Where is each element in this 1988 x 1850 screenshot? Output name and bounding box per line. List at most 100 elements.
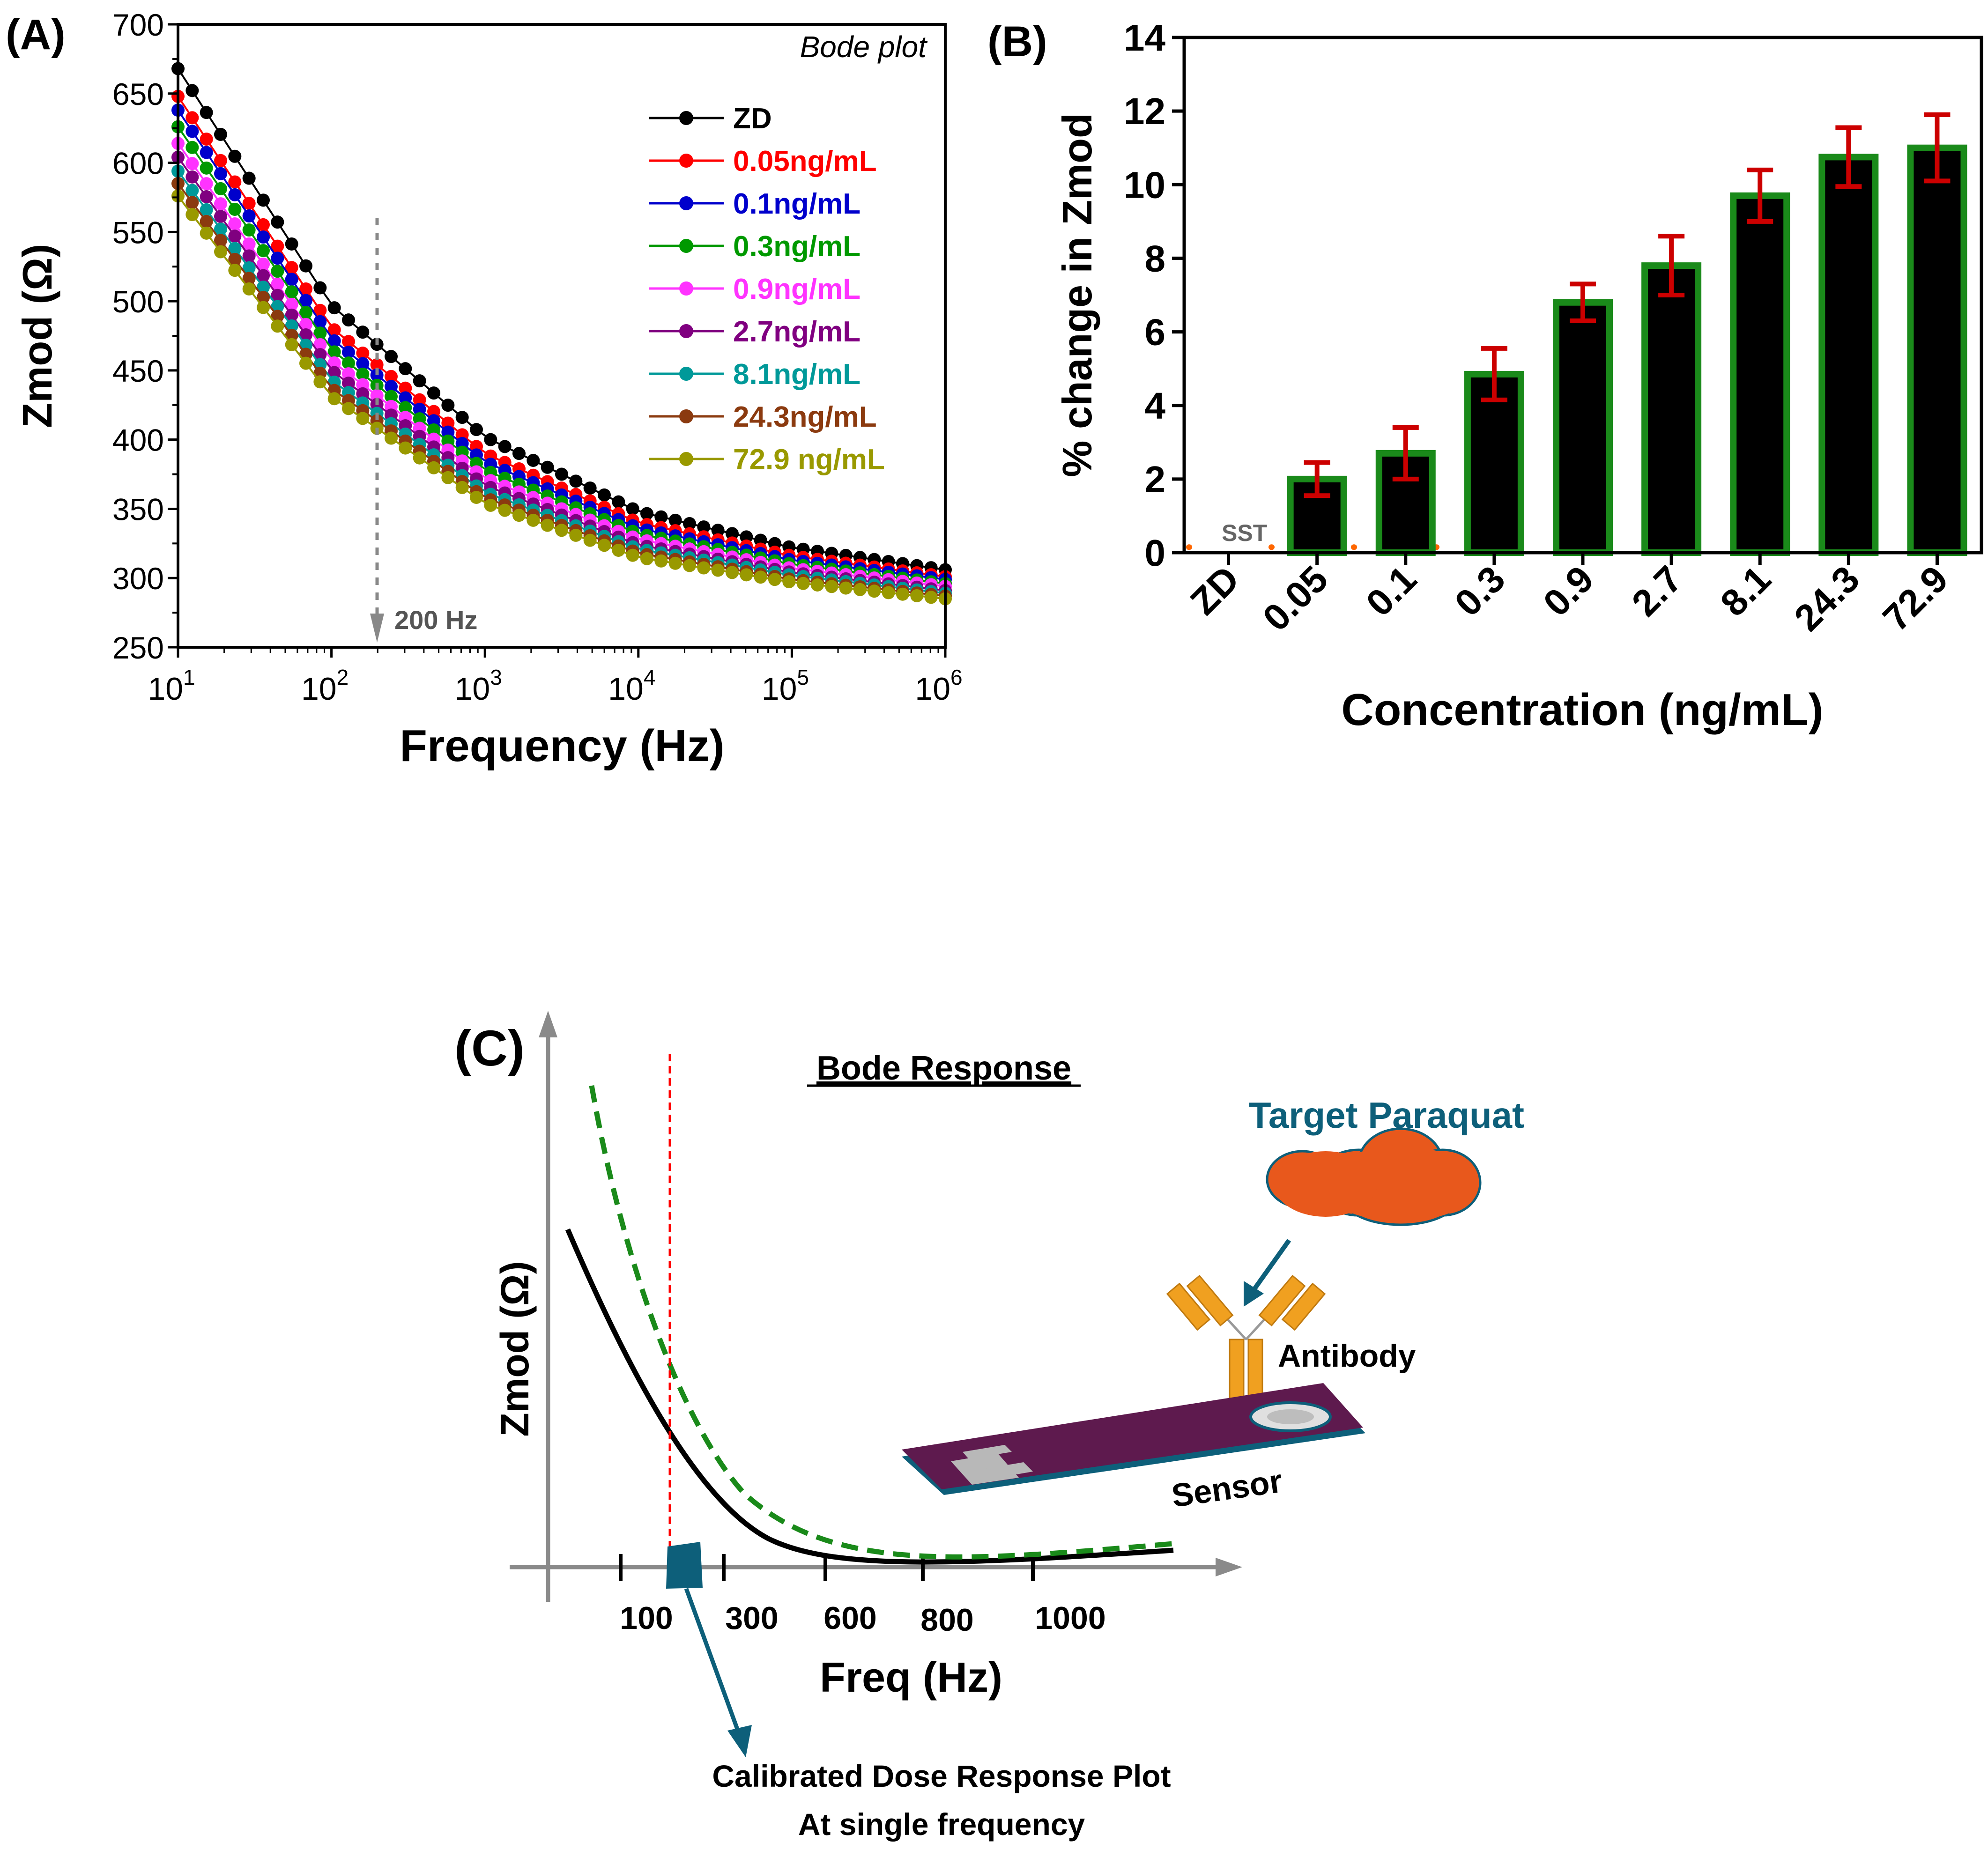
data-point [527, 513, 540, 527]
x-tick-label: 24.3 [1786, 558, 1867, 639]
legend-item: 8.1ng/mL [649, 358, 860, 391]
y-tick-label: 0 [1145, 532, 1166, 574]
data-point [271, 300, 284, 313]
data-point [427, 414, 440, 428]
selected-frequency-marker [666, 1542, 703, 1589]
legend-item: ZD [649, 103, 772, 135]
data-point [242, 261, 256, 274]
x-tick-label: 105 [762, 665, 809, 707]
data-point [313, 338, 327, 351]
y-tick-label: 400 [112, 423, 164, 458]
legend-item: 2.7ng/mL [649, 316, 860, 348]
data-point [257, 218, 270, 231]
callout-arrowhead [727, 1725, 752, 1757]
bar-8 [1907, 112, 1967, 556]
data-point [683, 559, 696, 572]
data-point [257, 281, 270, 294]
data-point [185, 196, 199, 209]
data-point [825, 580, 838, 593]
data-point [285, 297, 298, 311]
x-tick-exponent: 3 [490, 665, 502, 689]
legend-label: 2.7ng/mL [733, 316, 860, 348]
panel-b-label: (B) [987, 18, 1047, 66]
data-point [214, 245, 227, 259]
data-point [214, 182, 227, 195]
c-tick-label: 100 [620, 1600, 673, 1636]
data-point [285, 319, 298, 333]
bar [1641, 262, 1702, 556]
callout-line-2: At single frequency [798, 1807, 1085, 1842]
y-tick-label: 14 [1124, 17, 1165, 59]
x-tick-label: 101 [148, 665, 195, 707]
c-tick-label: 800 [920, 1602, 973, 1638]
legend-label: 24.3ng/mL [733, 401, 877, 433]
y-tick-label: 700 [112, 7, 164, 42]
x-tick-label: 0.05 [1255, 558, 1336, 639]
x-tick-base: 10 [915, 671, 950, 707]
x-axis-label: Frequency (Hz) [400, 721, 724, 771]
y-axis-label: % change in Zmod [1054, 113, 1100, 477]
bar-3 [1464, 346, 1524, 556]
data-point [370, 358, 384, 371]
x-tick-base: 10 [762, 671, 797, 707]
data-point [200, 226, 213, 240]
data-point [342, 346, 355, 359]
bode-plot-annotation: Bode plot [800, 30, 928, 64]
data-point [512, 447, 526, 460]
legend-item: 0.3ng/mL [649, 230, 860, 263]
data-point [299, 294, 312, 307]
data-point [697, 561, 711, 575]
x-axis: ZD 0.05 0.1 0.3 0.9 2.7 8.1 24.3 72.9 [1182, 553, 1956, 639]
data-point [413, 393, 426, 407]
data-point [327, 345, 341, 359]
y-tick-label: 10 [1124, 164, 1165, 206]
data-point [413, 374, 426, 388]
data-point [313, 315, 327, 328]
data-point [285, 328, 298, 342]
panel-c-schematic: (C) 100 300 600 800 1000 Zmod (Ω) Freq (… [454, 1011, 1524, 1842]
y-tick-label: 600 [112, 146, 164, 181]
paraquat-cloud-icon [1266, 1127, 1482, 1226]
series-8 [171, 189, 952, 606]
data-point [214, 154, 227, 167]
data-point [271, 277, 284, 291]
y-tick-label: 650 [112, 77, 164, 111]
data-point [754, 570, 767, 584]
data-point [555, 467, 568, 481]
c-y-axis-label: Zmod (Ω) [493, 1261, 537, 1436]
data-point [740, 530, 753, 544]
sensor-strip-icon [902, 1383, 1365, 1495]
data-point [313, 281, 327, 295]
y-tick-label: 450 [112, 354, 164, 388]
data-point [285, 273, 298, 286]
data-point [455, 411, 469, 424]
data-point [185, 111, 199, 125]
series-0 [171, 62, 952, 577]
y-axis: 0 2 4 6 8 10 12 14 [1124, 17, 1184, 574]
binding-arrow-line [1252, 1239, 1291, 1290]
data-point [697, 520, 711, 534]
data-point [668, 513, 682, 527]
data-point [583, 533, 597, 547]
data-point [455, 481, 469, 494]
data-point [470, 490, 483, 504]
x-tick-label: 103 [455, 665, 502, 707]
data-point [356, 412, 370, 425]
legend-marker [679, 452, 693, 466]
x-tick-exponent: 5 [797, 665, 809, 689]
data-point [427, 423, 440, 437]
legend-marker [679, 324, 693, 338]
callout-arrow-line [684, 1588, 741, 1734]
bar-6 [1730, 167, 1790, 556]
data-point [356, 357, 370, 370]
data-point [498, 440, 512, 453]
data-point [399, 381, 412, 395]
data-point [441, 425, 455, 439]
data-point [427, 386, 440, 400]
bar [1907, 144, 1967, 556]
data-point [441, 416, 455, 430]
marker-label: 200 Hz [394, 605, 477, 635]
panel-a-label: (A) [6, 11, 66, 59]
data-point [555, 524, 568, 537]
